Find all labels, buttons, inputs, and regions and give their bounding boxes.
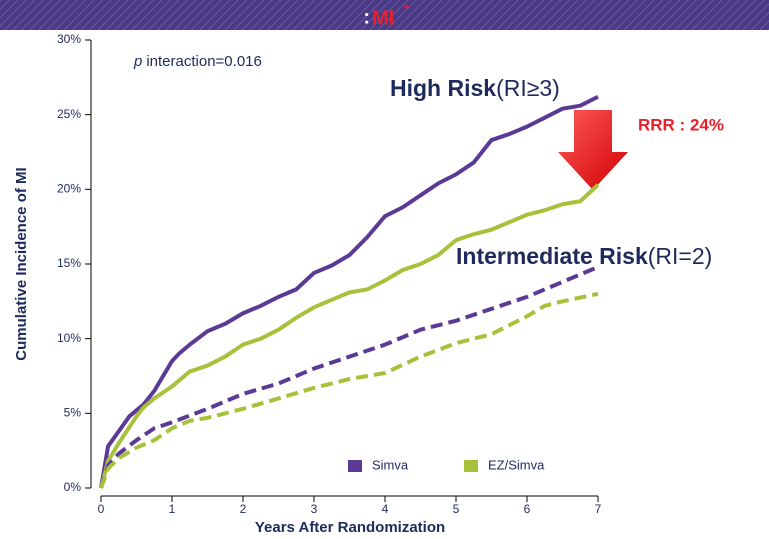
y-tick-label: 30% bbox=[57, 32, 81, 46]
series-line bbox=[99, 291, 599, 489]
annotation-italic: p bbox=[133, 53, 142, 70]
x-tick-label: 6 bbox=[524, 502, 531, 516]
reduction-arrow bbox=[558, 110, 628, 190]
x-tick-label: 4 bbox=[382, 502, 389, 516]
legend-label: EZ/Simva bbox=[488, 457, 545, 472]
x-tick-label: 7 bbox=[595, 502, 602, 516]
y-tick-label: 25% bbox=[57, 107, 81, 121]
risk-label: High Risk(RI≥3) bbox=[390, 75, 560, 101]
legend-swatch bbox=[464, 460, 478, 472]
legend-swatch bbox=[348, 460, 362, 472]
y-tick-label: 10% bbox=[57, 331, 81, 345]
series-line bbox=[99, 265, 599, 489]
legend-label: Simva bbox=[372, 457, 409, 472]
x-tick-label: 3 bbox=[311, 502, 318, 516]
x-axis-title: Years After Randomization bbox=[255, 519, 445, 536]
x-tick-label: 0 bbox=[98, 502, 105, 516]
y-tick-label: 0% bbox=[64, 480, 82, 494]
chart-title: MI bbox=[372, 7, 394, 29]
risk-detail: (RI=2) bbox=[648, 243, 713, 269]
x-tick-label: 1 bbox=[169, 502, 176, 516]
x-tick-label: 5 bbox=[453, 502, 460, 516]
risk-label: Intermediate Risk(RI=2) bbox=[456, 243, 712, 269]
annotation-text: interaction=0.016 bbox=[146, 53, 262, 70]
annotation: p interaction=0.016 bbox=[133, 53, 262, 70]
rrr-label: RRR : 24% bbox=[638, 115, 724, 134]
risk-detail: (RI≥3) bbox=[496, 75, 560, 101]
banner bbox=[0, 0, 769, 30]
risk-name: Intermediate Risk bbox=[456, 243, 648, 269]
y-tick-label: 20% bbox=[57, 182, 81, 196]
x-tick-label: 2 bbox=[240, 502, 247, 516]
y-tick-label: 5% bbox=[64, 406, 82, 420]
y-axis-title: Cumulative Incidence of MI bbox=[13, 167, 30, 360]
series-line bbox=[99, 183, 600, 489]
title-marker: * bbox=[404, 2, 409, 16]
y-tick-label: 15% bbox=[57, 256, 81, 270]
title-prefix: : bbox=[363, 6, 370, 28]
risk-name: High Risk bbox=[390, 75, 496, 101]
series-line bbox=[99, 94, 599, 489]
